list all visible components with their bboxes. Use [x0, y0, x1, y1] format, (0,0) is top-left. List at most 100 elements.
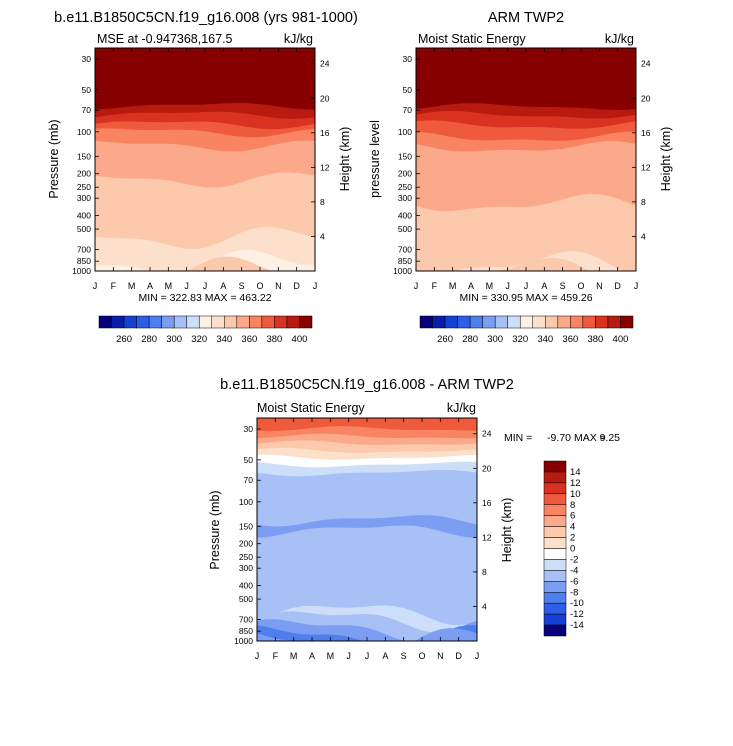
colorbar-swatch — [543, 548, 567, 560]
colorbar-tick-label: -14 — [570, 620, 584, 631]
colorbar-tick-label: 340 — [216, 334, 232, 345]
y-tick-label: 500 — [398, 224, 412, 234]
x-tick-label: J — [93, 281, 98, 291]
x-tick-label: D — [293, 281, 300, 291]
y-right-ticks: 24 20 16 12 8 4 — [311, 59, 330, 241]
colorbar-tick-label: -6 — [570, 576, 578, 587]
colorbar-swatch — [543, 624, 567, 637]
x-tick-label: A — [468, 281, 474, 291]
y-right-tick-label: 4 — [482, 601, 487, 611]
y-tick-label: 250 — [77, 182, 91, 192]
colorbar-swatch — [543, 471, 567, 484]
colorbar-tick-label: 6 — [570, 511, 575, 522]
panel-subtitle-right: kJ/kg — [447, 401, 476, 415]
y-tick-label: 300 — [398, 193, 412, 203]
colorbar-tick-label: -12 — [570, 609, 584, 620]
contour-band — [492, 257, 590, 271]
y-tick-label: 70 — [403, 105, 413, 115]
y-tick-label: 500 — [77, 224, 91, 234]
y-right-tick-label: 24 — [320, 59, 330, 69]
x-tick-label: N — [437, 651, 444, 661]
colorbar-tick-label: 4 — [570, 522, 575, 533]
x-tick-label: J — [365, 651, 370, 661]
x-tick-label: N — [596, 281, 603, 291]
colorbar-tick-label: -10 — [570, 598, 584, 609]
x-tick-label: J — [346, 651, 351, 661]
y-axis-label: Pressure (mb) — [208, 490, 222, 569]
colorbar-swatch — [224, 315, 238, 329]
colorbar-tick-label: -2 — [570, 554, 578, 565]
min-max-stats: MIN = 330.95 MAX = 459.26 — [459, 292, 592, 304]
x-tick-label: N — [275, 281, 282, 291]
x-tick-label: O — [256, 281, 263, 291]
y-right-axis-label: Height (km) — [338, 127, 352, 192]
y-right-ticks: 24 20 16 12 8 4 — [473, 429, 492, 611]
colorbar-swatch — [111, 315, 125, 329]
x-tick-label: M — [327, 651, 335, 661]
y-tick-label: 400 — [239, 581, 253, 591]
colorbar-swatch — [494, 315, 508, 329]
x-tick-label: M — [128, 281, 136, 291]
min-value: -9.70 — [547, 432, 571, 444]
colorbar-swatch — [98, 315, 112, 329]
colorbar-tick-label: 14 — [570, 467, 581, 478]
x-tick-label: S — [560, 281, 566, 291]
y-tick-label: 700 — [398, 244, 412, 254]
x-tick-label: J — [475, 651, 480, 661]
x-tick-label: J — [524, 281, 529, 291]
colorbar-swatch — [482, 315, 496, 329]
contour-band — [95, 249, 315, 271]
colorbar-swatch — [543, 581, 567, 593]
colorbar-swatch — [236, 315, 250, 329]
x-tick-label: A — [147, 281, 153, 291]
colorbar-swatch — [543, 482, 567, 495]
y-axis-label: pressure level — [368, 120, 382, 198]
x-tick-label: A — [382, 651, 388, 661]
colorbar-swatch — [432, 315, 446, 329]
y-tick-label: 150 — [77, 151, 91, 161]
colorbar-swatch — [607, 315, 621, 329]
y-tick-label: 100 — [239, 497, 253, 507]
x-tick-label: M — [290, 651, 298, 661]
y-tick-label: 200 — [239, 539, 253, 549]
x-tick-label: J — [313, 281, 318, 291]
colorbar-tick-label: 300 — [166, 334, 182, 345]
colorbar-tick-label: 320 — [512, 334, 528, 345]
y-right-tick-label: 20 — [320, 93, 330, 103]
colorbar-tick-label: 8 — [570, 500, 575, 511]
y-right-tick-label: 24 — [482, 429, 492, 439]
y-tick-label: 300 — [239, 563, 253, 573]
colorbar-abs-left: 260 280 300 320 340 360 380 400 — [98, 315, 313, 345]
panel-subtitle-right: kJ/kg — [284, 32, 313, 46]
colorbar-tick-label: 12 — [570, 478, 581, 489]
colorbar-swatch — [286, 315, 300, 329]
y-tick-label: 250 — [398, 182, 412, 192]
x-tick-label: J — [184, 281, 189, 291]
contour-band — [416, 193, 636, 271]
colorbar-swatch — [543, 592, 567, 604]
y-tick-label: 50 — [403, 85, 413, 95]
y-tick-label: 70 — [82, 105, 92, 115]
colorbar-swatch — [419, 315, 433, 329]
colorbar-swatch — [148, 315, 162, 329]
colorbar-tick-label: 380 — [266, 334, 282, 345]
x-tick-label: D — [614, 281, 621, 291]
y-right-tick-label: 8 — [320, 197, 325, 207]
panel-subtitle-left: Moist Static Energy — [418, 32, 526, 46]
panel-subtitle-left: MSE at -0.947368,167.5 — [97, 32, 233, 46]
y-right-tick-label: 8 — [482, 567, 487, 577]
x-tick-label: A — [541, 281, 547, 291]
colorbar-swatch — [186, 315, 200, 329]
colorbar-swatch — [161, 315, 175, 329]
colorbar-abs-right: 260 280 300 320 340 360 380 400 — [419, 315, 634, 345]
colorbar-tick-label: 10 — [570, 489, 581, 500]
contour-band — [187, 256, 273, 271]
y-tick-label: 850 — [398, 256, 412, 266]
colorbar-tick-label: 380 — [587, 334, 603, 345]
colorbar-swatch — [198, 315, 213, 329]
colorbar-swatch — [543, 613, 567, 626]
y-tick-label: 200 — [77, 169, 91, 179]
